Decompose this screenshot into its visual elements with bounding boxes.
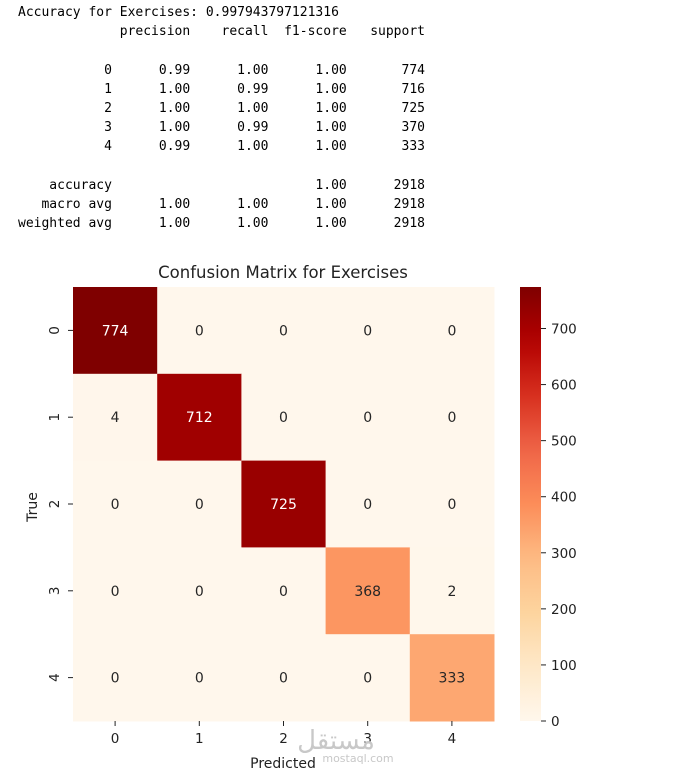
heatmap-cell (157, 287, 242, 375)
cell-value-label: 0 (195, 323, 204, 339)
cell-value-label: 725 (270, 497, 297, 513)
report-summary-row: weighted avg 1.00 1.00 1.00 2918 (18, 216, 425, 232)
report-row: 0 0.99 1.00 1.00 774 (18, 62, 425, 78)
heatmap-cell (73, 460, 158, 548)
colorbar-tick-label: 400 (551, 490, 577, 506)
cell-value-label: 4 (111, 410, 120, 426)
heatmap-cell (241, 634, 327, 722)
cell-value-label: 368 (354, 584, 381, 600)
x-axis-ticks: 0 1 2 3 4 (111, 721, 456, 747)
heatmap-cell (325, 547, 411, 635)
heatmap-cell (73, 287, 158, 375)
report-row: 2 1.00 1.00 1.00 725 (18, 101, 425, 117)
colorbar-tick-label: 500 (551, 434, 577, 450)
cell-value-label: 0 (447, 323, 456, 339)
report-header: precision recall f1-score support (18, 24, 425, 40)
heatmap-cells: 774 0 0 0 0 4 712 0 0 0 0 0 725 0 0 0 0 0 368 2 0 0 0 0 333 (73, 287, 495, 722)
colorbar-tick-label: 300 (551, 546, 577, 562)
heatmap-cell (157, 460, 242, 548)
heatmap-cell (325, 460, 411, 548)
cell-value-label: 0 (195, 497, 204, 513)
heatmap-cell (73, 373, 158, 462)
report-row: 1 1.00 0.99 1.00 716 (18, 81, 425, 97)
y-tick-label: 2 (47, 500, 63, 509)
cell-value-label: 0 (279, 410, 288, 426)
heatmap-cell (73, 634, 158, 722)
colorbar-tick-label: 0 (551, 714, 560, 730)
heatmap-cell (157, 634, 242, 722)
y-tick-label: 1 (47, 413, 63, 422)
cell-value-label: 0 (195, 671, 204, 687)
heatmap-cell (241, 547, 327, 635)
y-axis-ticks: 0 1 2 3 4 (47, 326, 73, 682)
watermark-arabic: مستقل (297, 726, 375, 756)
watermark-latin: mostaql.com (322, 752, 393, 765)
cell-value-label: 774 (102, 323, 129, 339)
cell-value-label: 0 (195, 584, 204, 600)
cell-value-label: 0 (363, 671, 372, 687)
cell-value-label: 0 (279, 671, 288, 687)
x-tick-label: 2 (279, 731, 288, 747)
report-summary-row: accuracy 1.00 2918 (18, 177, 425, 193)
cell-value-label: 333 (439, 671, 466, 687)
heatmap-cell (241, 287, 327, 375)
heatmap-cell (241, 373, 327, 462)
cell-value-label: 0 (363, 323, 372, 339)
cell-value-label: 0 (447, 410, 456, 426)
report-row: 3 1.00 0.99 1.00 370 (18, 120, 425, 136)
y-tick-label: 4 (47, 673, 63, 682)
accuracy-line: Accuracy for Exercises: 0.99794379712131… (18, 5, 339, 20)
colorbar-tick-label: 200 (551, 602, 577, 618)
cell-value-label: 2 (447, 584, 456, 600)
colorbar-tick-label: 600 (551, 378, 577, 394)
x-tick-label: 3 (363, 731, 372, 747)
heatmap-cell (409, 547, 495, 635)
confusion-matrix-figure: Confusion Matrix for Exercises 774 0 0 0 04 7… (25, 263, 577, 772)
cell-value-label: 0 (111, 584, 120, 600)
heatmap-cell (325, 634, 411, 722)
cell-value-label: 0 (363, 410, 372, 426)
chart-title: Confusion Matrix for Exercises (158, 263, 408, 282)
heatmap-cell (409, 634, 495, 722)
heatmap-cell (73, 547, 158, 635)
colorbar (520, 287, 541, 721)
cell-value-label: 712 (186, 410, 213, 426)
mostaql-watermark: مستقل mostaql.com (297, 726, 394, 765)
heatmap-cell (325, 287, 411, 375)
heatmap-cell (409, 373, 495, 462)
colorbar-ticks: 0 100 200 300 400 500 600 700 (541, 321, 577, 730)
cell-value-label: 0 (279, 584, 288, 600)
cell-value-label: 0 (447, 497, 456, 513)
cell-value-label: 0 (279, 323, 288, 339)
x-axis-label: Predicted (250, 756, 316, 772)
report-summary-row: macro avg 1.00 1.00 1.00 2918 (18, 197, 425, 213)
heatmap-cell (325, 373, 411, 462)
heatmap-cell (241, 460, 327, 548)
heatmap-cell (157, 547, 242, 635)
cell-value-label: 0 (363, 497, 372, 513)
cell-value-label: 0 (111, 497, 120, 513)
x-tick-label: 0 (111, 731, 120, 747)
heatmap-cell (409, 460, 495, 548)
y-tick-label: 3 (47, 587, 63, 596)
x-tick-label: 1 (195, 731, 204, 747)
y-tick-label: 0 (47, 326, 63, 335)
heatmap-cell (157, 373, 242, 462)
classification-report: Accuracy for Exercises: 0.99794379712131… (18, 3, 425, 233)
x-tick-label: 4 (448, 731, 457, 747)
y-axis-label: True (25, 492, 41, 523)
colorbar-tick-label: 700 (551, 321, 577, 337)
cell-value-label: 0 (111, 671, 120, 687)
colorbar-tick-label: 100 (551, 658, 577, 674)
report-row: 4 0.99 1.00 1.00 333 (18, 139, 425, 155)
heatmap-cell (409, 287, 495, 375)
